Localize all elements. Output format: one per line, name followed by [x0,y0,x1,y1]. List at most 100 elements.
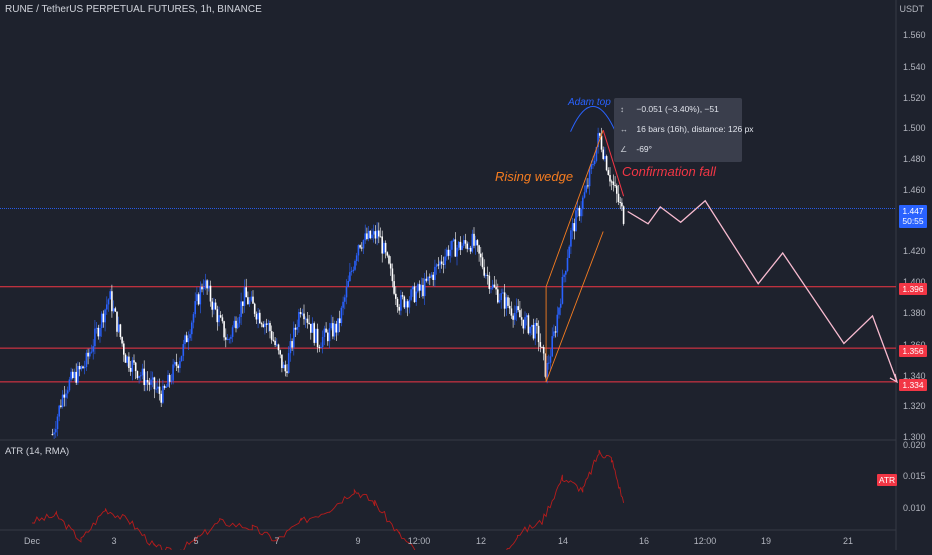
candle-body [515,306,518,313]
candle-body [349,272,351,281]
candle-body [622,206,625,224]
candle-body [610,181,613,183]
candle-body [447,249,450,256]
candle-body [221,317,224,322]
projection-arrowhead [889,373,898,384]
candle-body [253,303,256,314]
candle-body [279,350,281,355]
adam-top-arc [570,105,616,132]
candle-body [260,323,263,325]
candle-body [442,263,445,265]
candle-body [315,328,317,343]
candle-body [539,342,542,347]
candle-body [602,149,604,159]
candle-body [90,351,93,353]
candle-body [490,288,492,290]
candle-body [393,281,395,294]
atr-tick: 0.020 [903,440,926,450]
candle-body [537,325,540,343]
candle-body [281,354,283,369]
price-tick: 1.480 [903,154,926,164]
candle-body [150,379,152,385]
candle-body [604,156,606,159]
candle-body [350,270,353,273]
candle-body [85,352,88,368]
candle-body [270,331,273,340]
candle-body [481,257,484,268]
candle-body [556,314,559,333]
candle-body [429,276,431,278]
atr-line [31,449,625,555]
candle-body [247,297,249,305]
candle-body [413,286,416,302]
candle-body [191,322,193,335]
candle-body [97,327,100,337]
rising-wedge-label[interactable]: Rising wedge [495,169,574,184]
candle-body [172,364,174,381]
candle-body [157,386,159,389]
candle-body [497,289,499,303]
candle-body [568,246,570,258]
candle-body [571,223,574,231]
candle-body [116,311,118,332]
candle-body [107,299,110,305]
candle-body [308,322,310,324]
candle-body [372,231,375,235]
candle-body [456,247,458,257]
candle-body [124,354,127,363]
candle-body [223,321,225,338]
candle-body [216,309,219,323]
candle-body [427,276,429,281]
candle-body [512,315,514,320]
candle-body [327,332,329,342]
candle-body [553,331,555,337]
candle-body [563,274,565,277]
candle-body [335,323,338,333]
candle-body [362,240,365,249]
angle-row: ∠ -69° [620,142,652,156]
candle-body [544,353,547,377]
candle-body [235,320,237,329]
candle-body [432,274,434,280]
candle-body [257,312,259,320]
candle-body [51,434,54,436]
candle-body [250,296,253,301]
candle-body [194,301,196,315]
candle-body [352,269,355,271]
candle-body [536,322,538,326]
candle-body [117,324,120,332]
adam-top-label[interactable]: Adam top [568,97,611,108]
wedge-lower-line [545,231,604,383]
candle-body [592,164,594,166]
candle-body [466,243,468,249]
candle-body [548,362,550,364]
time-tick: 5 [193,536,199,546]
time-tick: 19 [760,536,772,546]
candle-body [123,343,125,355]
candle-body [439,261,441,266]
time-tick: 12:00 [407,536,431,546]
atr-tick: 0.015 [903,471,926,481]
candle-body [87,352,89,357]
candle-body [316,328,319,348]
time-tick: 14 [557,536,569,546]
bars-range-row: ↔ 16 bars (16h), distance: 126 px [620,122,754,136]
candle-body [388,255,390,264]
candle-body [616,185,618,194]
time-tick: 3 [111,536,117,546]
candle-body [527,315,530,334]
candle-body [566,257,569,271]
candle-body [383,242,385,254]
confirmation-fall-label[interactable]: Confirmation fall [622,164,716,179]
candle-body [369,230,372,239]
candle-body [78,366,81,370]
candle-body [252,296,254,304]
candle-body [344,297,346,302]
candle-body [242,301,244,306]
atr-indicator-title[interactable]: ATR (14, RMA) [5,446,70,457]
candle-body [170,380,173,382]
candle-body [347,280,349,287]
candle-body [389,263,392,269]
